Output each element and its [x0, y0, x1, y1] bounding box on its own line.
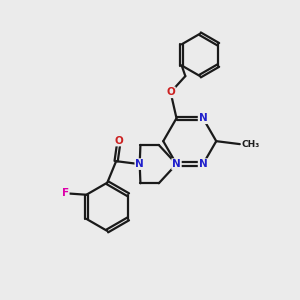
Text: N: N [135, 159, 144, 169]
Text: O: O [166, 87, 175, 97]
Text: N: N [199, 113, 207, 123]
Text: N: N [199, 159, 207, 169]
Text: CH₃: CH₃ [241, 140, 260, 148]
Text: O: O [115, 136, 124, 146]
Text: F: F [61, 188, 69, 198]
Text: N: N [172, 159, 181, 169]
